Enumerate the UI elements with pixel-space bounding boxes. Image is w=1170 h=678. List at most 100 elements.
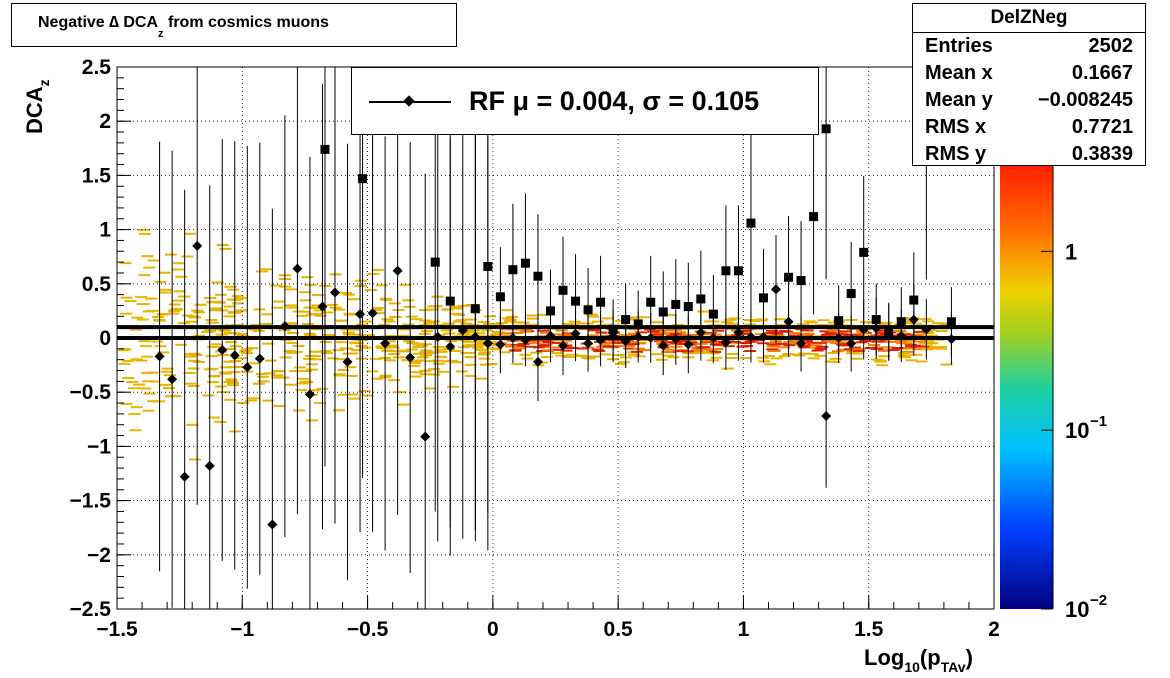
histogram-cell: [229, 360, 242, 363]
histogram-cell: [634, 342, 647, 345]
histogram-cell: [617, 361, 630, 364]
data-point-square: [445, 296, 455, 306]
histogram-cell: [232, 324, 245, 327]
histogram-cell: [467, 324, 480, 327]
histogram-cell: [424, 387, 437, 390]
histogram-cell: [756, 318, 769, 321]
histogram-cell: [387, 346, 400, 349]
y-tick-label: 1: [99, 219, 111, 242]
histogram-cell: [433, 362, 446, 365]
histogram-cell: [483, 323, 496, 326]
chart-title: Negative ∆ DCAz from cosmics muons: [38, 14, 329, 41]
histogram-cell: [187, 367, 200, 370]
histogram-cell: [415, 344, 428, 347]
data-point-square: [821, 124, 831, 134]
histogram-cell: [442, 322, 455, 325]
histogram-cell: [880, 321, 893, 324]
palette-label: 10: [1065, 597, 1089, 622]
histogram-cell: [561, 332, 574, 335]
histogram-cell: [872, 346, 885, 349]
histogram-cell: [231, 295, 244, 298]
histogram-cell: [252, 330, 265, 333]
histogram-cell: [223, 381, 236, 384]
histogram-cell: [169, 395, 182, 398]
data-point-square: [733, 266, 743, 276]
palette-labels: 110−110−2: [1041, 239, 1107, 622]
histogram-cell: [355, 345, 368, 348]
histogram-cell: [879, 323, 892, 326]
histogram-cell: [898, 356, 911, 359]
histogram-cell: [709, 350, 722, 353]
data-point-square: [483, 261, 493, 271]
histogram-cell: [902, 333, 915, 336]
histogram-cell: [349, 333, 362, 336]
histogram-cell: [171, 299, 184, 302]
histogram-cell: [511, 332, 524, 335]
histogram-cell: [388, 379, 401, 382]
histogram-cell: [476, 348, 489, 351]
histogram-cell: [150, 340, 163, 343]
data-point-diamond: [570, 328, 581, 339]
histogram-cell: [591, 348, 604, 351]
histogram-cell: [147, 380, 160, 383]
histogram-cell: [122, 376, 135, 379]
histogram-cell: [663, 314, 676, 317]
data-point-diamond: [204, 460, 215, 471]
histogram-cell: [510, 321, 523, 324]
histogram-cell: [122, 359, 135, 362]
histogram-cell: [135, 296, 148, 299]
histogram-cell: [747, 339, 760, 342]
x-tick-label: 0.5: [604, 618, 634, 641]
histogram-cell: [371, 307, 384, 310]
x-axis-title: Log10(pTAv): [864, 645, 973, 675]
histogram-cell: [498, 332, 511, 335]
histogram-cell: [205, 319, 218, 322]
histogram-cell: [505, 345, 518, 348]
data-point-diamond: [380, 338, 391, 349]
data-point-diamond: [558, 340, 569, 351]
stats-row-mean-y: Mean y −0.008245: [925, 89, 1133, 111]
data-point-diamond: [154, 351, 165, 362]
histogram-cell: [306, 313, 319, 316]
histogram-cell: [273, 404, 286, 407]
histogram-cell: [345, 374, 358, 377]
data-point-square: [871, 315, 881, 325]
histogram-cell: [308, 389, 321, 392]
data-point-diamond: [292, 263, 303, 274]
histogram-cell: [119, 262, 132, 265]
data-point-diamond: [432, 331, 443, 342]
histogram-cell: [473, 339, 486, 342]
data-point-square: [430, 257, 440, 267]
histogram-cell: [405, 341, 418, 344]
histogram-cell: [595, 345, 608, 348]
histogram-cell: [225, 341, 238, 344]
histogram-cell: [401, 359, 414, 362]
histogram-cell: [845, 352, 858, 355]
y-axis: −2.5 −2 −1.5 −1 −0.5 0 0.5 1 1.5 2 2.5: [70, 56, 131, 621]
data-point-square: [533, 271, 543, 281]
histogram-cell: [126, 380, 139, 383]
histogram-cell: [141, 371, 154, 374]
histogram-cell: [852, 333, 865, 336]
histogram-cell: [905, 359, 918, 362]
data-point-square: [320, 144, 330, 154]
histogram-cell: [513, 347, 526, 350]
histogram-cell: [529, 342, 542, 345]
histogram-cell: [919, 318, 932, 321]
histogram-cell: [130, 406, 143, 409]
histogram-cell: [503, 320, 516, 323]
histogram-cell: [615, 319, 628, 322]
histogram-cell: [710, 341, 723, 344]
histogram-cell: [770, 357, 783, 360]
histogram-cell: [270, 284, 283, 287]
histogram-cell: [161, 367, 174, 370]
histogram-cell: [219, 366, 232, 369]
x-axis: −1.5 −1 −0.5 0 0.5 1 1.5 2: [96, 595, 1000, 641]
data-point-diamond: [883, 327, 894, 338]
histogram-cell: [700, 340, 713, 343]
histogram-cell: [156, 313, 169, 316]
histogram-cell: [383, 359, 396, 362]
histogram-cell: [375, 284, 388, 287]
data-point-diamond: [733, 327, 744, 338]
histogram-cell: [704, 331, 717, 334]
